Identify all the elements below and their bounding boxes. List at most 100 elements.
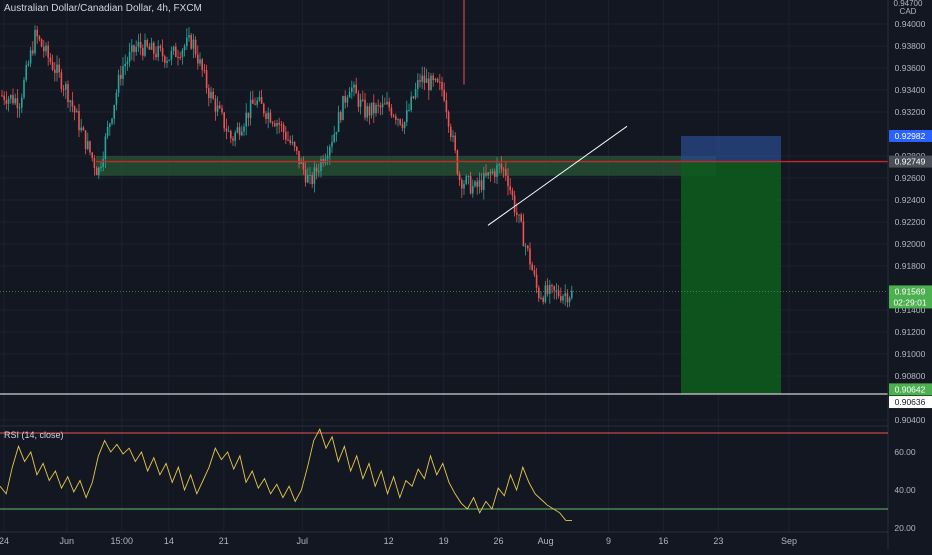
candle[interactable] [133, 44, 135, 62]
candle[interactable] [527, 244, 529, 252]
candle[interactable] [45, 42, 47, 56]
candle[interactable] [263, 102, 265, 117]
candle[interactable] [386, 92, 388, 106]
candle[interactable] [564, 284, 566, 306]
candle[interactable] [293, 140, 296, 152]
candle[interactable] [461, 177, 463, 198]
countdown-tag[interactable]: 02:29:01 [889, 296, 932, 309]
candle[interactable] [557, 285, 560, 299]
candle[interactable] [368, 103, 371, 125]
candle[interactable] [199, 52, 201, 67]
candle[interactable] [56, 55, 58, 82]
candle[interactable] [71, 91, 74, 113]
candle[interactable] [478, 172, 481, 194]
candle[interactable] [485, 164, 487, 178]
candle[interactable] [179, 51, 181, 61]
candle[interactable] [487, 171, 489, 180]
candle[interactable] [60, 69, 63, 93]
candle[interactable] [524, 242, 527, 256]
candle[interactable] [205, 64, 208, 94]
candle[interactable] [164, 54, 166, 68]
candle[interactable] [307, 167, 309, 184]
candle[interactable] [166, 56, 168, 68]
candle[interactable] [364, 93, 366, 121]
candle[interactable] [549, 280, 551, 304]
candle[interactable] [318, 163, 320, 178]
candle[interactable] [23, 77, 25, 100]
candle[interactable] [346, 94, 349, 108]
candle[interactable] [186, 28, 188, 50]
candle[interactable] [221, 104, 223, 115]
candle[interactable] [522, 213, 525, 247]
price-tag-target[interactable]: 0.90642 [889, 383, 932, 396]
candle[interactable] [287, 131, 289, 141]
candle[interactable] [509, 178, 511, 195]
candle[interactable] [243, 123, 245, 136]
candle[interactable] [566, 289, 569, 308]
candle[interactable] [472, 179, 474, 198]
candle[interactable] [109, 122, 111, 136]
candle[interactable] [49, 53, 52, 65]
candle[interactable] [337, 105, 340, 133]
candle[interactable] [381, 95, 384, 115]
candle[interactable] [516, 203, 518, 223]
candle[interactable] [232, 135, 234, 146]
candle[interactable] [562, 294, 564, 304]
candle[interactable] [117, 69, 120, 97]
candle[interactable] [21, 93, 23, 114]
candle[interactable] [531, 261, 533, 271]
candle[interactable] [500, 156, 503, 174]
candle[interactable] [238, 122, 241, 140]
candle[interactable] [197, 45, 199, 70]
candle[interactable] [269, 109, 272, 124]
candle[interactable] [27, 60, 30, 67]
stop-loss-zone[interactable] [681, 135, 781, 162]
candle[interactable] [219, 101, 221, 110]
candle[interactable] [379, 102, 382, 116]
candle[interactable] [432, 72, 434, 87]
candle[interactable] [234, 130, 236, 147]
candle[interactable] [82, 125, 85, 131]
candle[interactable] [403, 121, 406, 135]
candle[interactable] [430, 72, 432, 91]
candle[interactable] [392, 113, 395, 118]
candle[interactable] [520, 212, 522, 223]
candle[interactable] [177, 49, 179, 66]
price-tag-last[interactable]: 0.91569 [889, 285, 932, 298]
candle[interactable] [309, 167, 311, 185]
candle[interactable] [544, 281, 547, 304]
candle[interactable] [274, 120, 276, 128]
candle[interactable] [362, 90, 364, 102]
candle[interactable] [47, 41, 49, 66]
candle[interactable] [144, 33, 146, 58]
candle[interactable] [89, 140, 91, 156]
candle[interactable] [38, 34, 41, 42]
candle[interactable] [333, 125, 335, 144]
candle[interactable] [342, 95, 344, 121]
candle[interactable] [153, 41, 155, 61]
candle[interactable] [208, 84, 210, 107]
candle[interactable] [247, 112, 250, 127]
candle[interactable] [408, 103, 410, 112]
candle[interactable] [331, 134, 333, 153]
candle[interactable] [111, 117, 113, 126]
candle[interactable] [80, 118, 82, 133]
candle[interactable] [489, 168, 492, 182]
candle[interactable] [542, 295, 544, 305]
candle[interactable] [100, 162, 102, 172]
candle[interactable] [359, 93, 362, 115]
candle[interactable] [5, 91, 8, 110]
candle[interactable] [265, 110, 267, 124]
candle[interactable] [390, 104, 393, 119]
candle[interactable] [388, 97, 390, 112]
candle[interactable] [210, 86, 212, 104]
candle[interactable] [502, 167, 505, 178]
candle[interactable] [282, 122, 285, 140]
candle[interactable] [43, 39, 45, 58]
candle[interactable] [335, 131, 338, 142]
symbol-title[interactable]: Australian Dollar/Canadian Dollar, 4h, F… [4, 3, 202, 14]
candle[interactable] [278, 117, 280, 134]
candle[interactable] [161, 39, 164, 62]
candle[interactable] [370, 102, 373, 119]
price-tag-stop[interactable]: 0.90636 [889, 396, 932, 409]
